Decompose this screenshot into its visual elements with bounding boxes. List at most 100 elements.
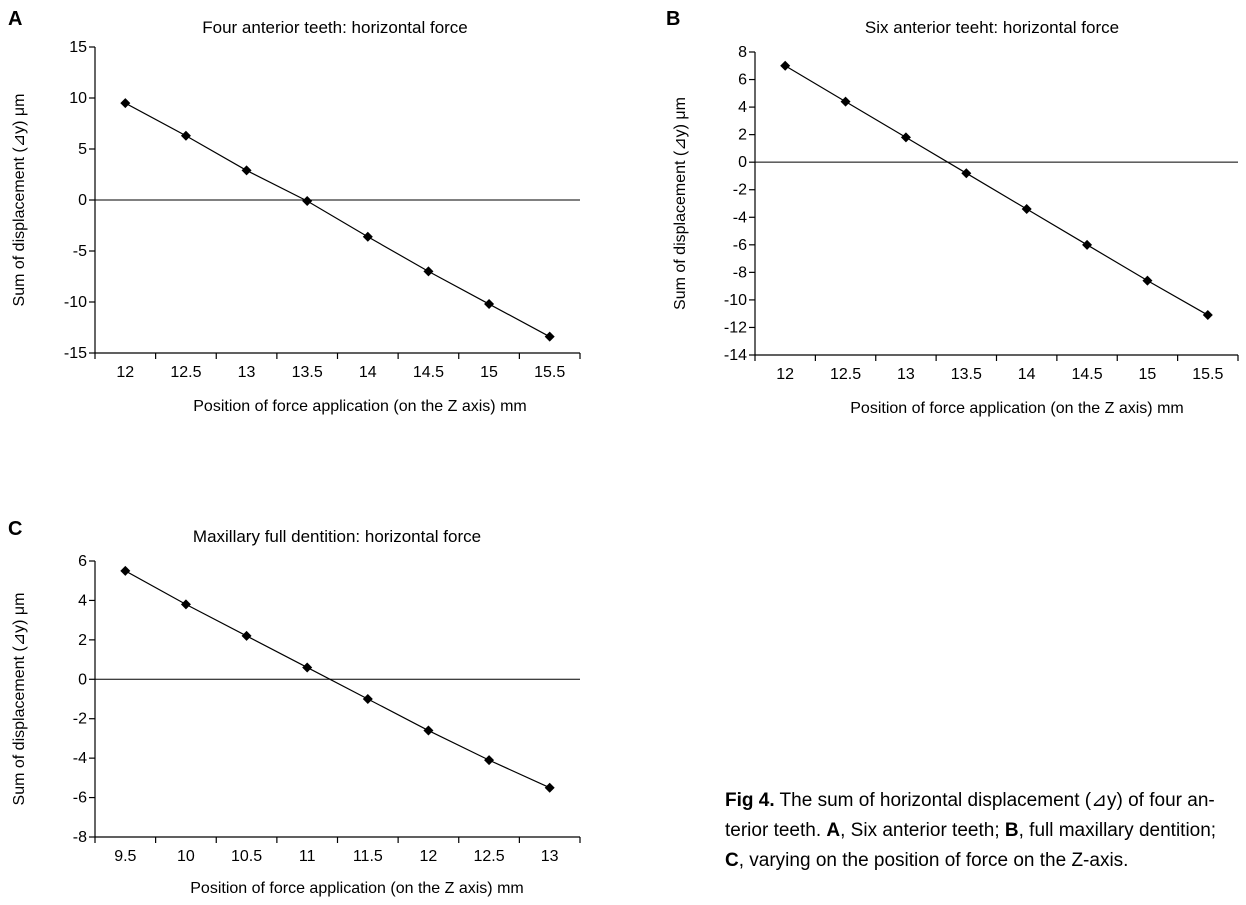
y-tick-label: -10	[724, 292, 747, 309]
data-point	[241, 630, 252, 641]
y-axis-label: Sum of displacement (⊿y) μm	[11, 94, 28, 307]
data-point	[362, 231, 373, 242]
y-tick-label: 2	[78, 632, 87, 649]
x-axis-label: Position of force application (on the Z …	[193, 398, 526, 415]
series-line	[125, 570, 550, 789]
y-tick-label: -15	[64, 345, 87, 362]
x-tick-label: 15.5	[1192, 366, 1223, 383]
x-tick-label: 11	[299, 848, 316, 865]
x-tick-label: 12	[116, 364, 134, 381]
data-point	[423, 725, 434, 736]
panel-letter: A	[8, 8, 22, 30]
y-tick-label: -10	[64, 294, 87, 311]
panel-b: B Six anterior teeht: horizontal force 8 6 4…	[666, 8, 1239, 417]
panel-c: C Maxillary full dentition: horizontal fo…	[8, 518, 581, 897]
data-point	[484, 755, 495, 766]
data-point	[1021, 204, 1032, 215]
x-tick-label: 13	[897, 366, 915, 383]
x-tick-label: 14.5	[413, 364, 444, 381]
caption-line2-post: , full maxillary dentition;	[1018, 820, 1217, 841]
data-point	[1202, 310, 1213, 321]
y-tick-label: 4	[78, 592, 87, 609]
x-tick-label: 13	[541, 848, 559, 865]
caption-ref-c: C	[725, 850, 739, 871]
data-point	[544, 782, 555, 793]
panel-letter: C	[8, 518, 22, 540]
x-tick-label: 9.5	[114, 848, 136, 865]
figure-caption: Fig 4. The sum of horizontal displacemen…	[725, 786, 1230, 876]
x-tick-label: 13.5	[292, 364, 323, 381]
caption-line2-mid: , Six anterior teeth;	[840, 820, 1005, 841]
x-tick-label: 11.5	[353, 848, 383, 865]
y-tick-label: -6	[73, 790, 87, 807]
y-tick-label: 4	[738, 99, 747, 116]
x-tick-label: 12	[776, 366, 794, 383]
y-tick-label: 6	[78, 553, 87, 570]
x-tick-label: 12	[420, 848, 438, 865]
caption-label: Fig 4.	[725, 790, 775, 811]
y-tick-label: -2	[73, 711, 87, 728]
y-tick-label: -4	[733, 209, 747, 226]
y-tick-label: -8	[73, 829, 87, 846]
y-tick-label: -4	[73, 750, 87, 767]
x-tick-label: 13.5	[951, 366, 982, 383]
data-point	[362, 694, 373, 704]
data-point	[423, 266, 434, 277]
x-tick-label: 14	[1018, 366, 1036, 383]
y-tick-label: -6	[733, 237, 747, 254]
caption-ref-b: B	[1004, 820, 1019, 841]
caption-line2-pre: terior teeth.	[725, 820, 827, 841]
chart-title: Six anterior teeht: horizontal force	[865, 18, 1119, 37]
data-point	[302, 196, 313, 207]
y-axis-label: Sum of displacement (⊿y) μm	[672, 97, 689, 310]
y-tick-label: -5	[73, 243, 87, 260]
x-tick-label: 10.5	[231, 848, 262, 865]
x-axis-label: Position of force application (on the Z …	[190, 880, 523, 897]
data-point	[180, 599, 191, 610]
x-tick-label: 12.5	[830, 366, 861, 383]
x-tick-label: 12.5	[170, 364, 201, 381]
data-point	[1082, 239, 1093, 250]
y-tick-label: 5	[78, 141, 87, 158]
x-tick-label: 15.5	[534, 364, 565, 381]
y-tick-label: 10	[69, 90, 87, 107]
y-tick-label: -8	[733, 264, 747, 281]
y-tick-label: 2	[738, 127, 747, 144]
data-point	[484, 299, 495, 310]
data-point	[1142, 275, 1153, 286]
data-point	[120, 98, 131, 109]
data-point	[840, 96, 851, 107]
x-tick-label: 14.5	[1071, 366, 1102, 383]
y-tick-label: 8	[738, 44, 747, 61]
x-tick-label: 12.5	[473, 848, 504, 865]
y-tick-label: 0	[78, 192, 87, 209]
y-tick-label: -14	[724, 347, 747, 364]
data-point	[900, 132, 911, 143]
series-line	[784, 65, 1209, 316]
data-point	[120, 565, 131, 576]
y-axis-label: Sum of displacement (⊿y) μm	[11, 593, 28, 806]
data-point	[544, 331, 555, 342]
x-tick-label: 15	[480, 364, 498, 381]
y-tick-label: -2	[733, 182, 747, 199]
y-tick-label: -12	[724, 319, 747, 336]
x-tick-label: 10	[177, 848, 195, 865]
x-tick-label: 14	[359, 364, 377, 381]
chart-title: Maxillary full dentition: horizontal for…	[193, 527, 481, 546]
data-point	[180, 130, 191, 141]
caption-line3-post: , varying on the position of force on th…	[738, 850, 1129, 871]
y-tick-label: 0	[78, 671, 87, 688]
caption-line1: The sum of horizontal displacement (⊿y) …	[774, 790, 1215, 811]
series-line	[125, 102, 550, 338]
data-point	[241, 165, 252, 176]
data-point	[961, 168, 972, 179]
y-tick-label: 6	[738, 72, 747, 89]
y-tick-label: 0	[738, 154, 747, 171]
y-tick-label: 15	[69, 39, 87, 56]
x-tick-label: 13	[238, 364, 256, 381]
x-tick-label: 15	[1139, 366, 1157, 383]
panel-letter: B	[666, 8, 680, 30]
data-point	[302, 662, 313, 673]
caption-ref-a: A	[826, 820, 841, 841]
